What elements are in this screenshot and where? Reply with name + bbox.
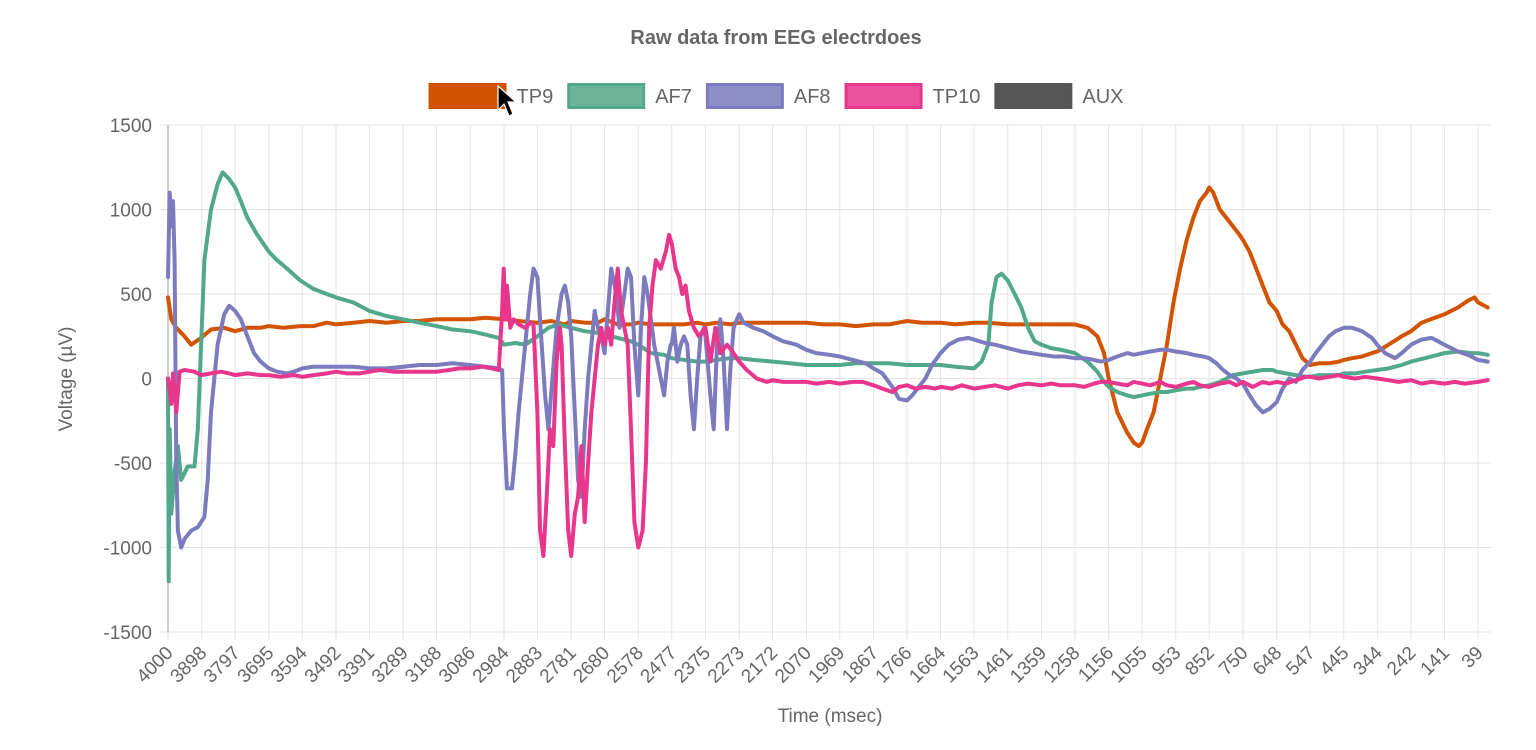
mouse-cursor-icon — [497, 84, 518, 117]
x-tick-label: 1156 — [1074, 643, 1118, 687]
y-tick-label: -1500 — [103, 623, 152, 644]
x-tick-label: 648 — [1249, 643, 1286, 680]
legend-item-tp9[interactable]: TP9 — [428, 83, 554, 109]
legend-swatch — [844, 83, 923, 109]
series-line-af8 — [166, 190, 1490, 550]
x-tick-label: 2578 — [603, 643, 648, 688]
x-tick-label: 2375 — [670, 643, 715, 688]
legend-swatch — [705, 83, 784, 109]
y-tick-label: 500 — [120, 285, 152, 306]
chart-title: Raw data from EEG electrdoes — [630, 27, 921, 49]
x-tick-label: 1969 — [805, 643, 850, 688]
x-tick-label: 547 — [1282, 643, 1319, 680]
legend-label: AUX — [1082, 86, 1123, 108]
x-tick-label: 1258 — [1040, 643, 1085, 688]
x-tick-label: 1766 — [872, 643, 917, 688]
x-tick-label: 3289 — [368, 643, 413, 688]
x-tick-label: 1055 — [1107, 643, 1152, 688]
x-tick-label: 1461 — [973, 643, 1018, 688]
y-tick-label: -1000 — [103, 539, 152, 560]
x-tick-label: 3594 — [267, 642, 312, 687]
legend-label: TP9 — [517, 86, 554, 108]
x-tick-label: 3188 — [401, 643, 446, 688]
x-tick-label: 1867 — [838, 643, 883, 688]
x-tick-label: 2680 — [569, 643, 614, 688]
legend-label: AF8 — [794, 86, 831, 108]
x-tick-label: 4000 — [133, 643, 178, 688]
x-tick-label: 1664 — [905, 642, 950, 687]
legend-swatch — [994, 83, 1073, 109]
y-axis: 1500 1000 500 0 -500 -1000 -1500 — [103, 116, 152, 644]
legend-swatch — [567, 83, 646, 109]
x-tick-label: 1359 — [1006, 643, 1051, 688]
legend-item-af7[interactable]: AF7 — [567, 83, 692, 109]
x-tick-label: 141 — [1417, 643, 1454, 680]
y-tick-label: 0 — [141, 370, 152, 391]
chart-grid — [160, 124, 1491, 640]
x-tick-label: 3695 — [234, 643, 279, 688]
x-tick-label: 3086 — [435, 643, 480, 688]
legend-item-aux[interactable]: AUX — [994, 83, 1124, 109]
y-axis-title: Voltage (µV) — [56, 327, 77, 432]
x-tick-label: 2477 — [637, 643, 682, 688]
x-tick-label: 2172 — [737, 643, 782, 688]
x-tick-label: 2984 — [469, 642, 514, 687]
x-tick-label: 2070 — [771, 643, 816, 688]
legend-label: AF7 — [655, 86, 692, 108]
legend-swatch — [428, 83, 507, 109]
legend-item-tp10[interactable]: TP10 — [844, 83, 981, 109]
x-tick-label: 953 — [1148, 643, 1185, 680]
x-tick-label: 39 — [1458, 643, 1488, 673]
x-axis: 4000389837973695359434923391328931883086… — [133, 642, 1488, 687]
x-tick-label: 2273 — [704, 643, 749, 688]
x-tick-label: 242 — [1383, 643, 1420, 680]
chart-legend: TP9 AF7 AF8 TP10 AUX — [428, 83, 1124, 109]
series-line-tp9 — [166, 185, 1490, 449]
legend-label: TP10 — [933, 86, 981, 108]
legend-item-af8[interactable]: AF8 — [705, 83, 831, 109]
x-tick-label: 1563 — [939, 643, 984, 688]
series-lines — [166, 170, 1490, 584]
x-tick-label: 3492 — [301, 643, 346, 688]
x-tick-label: 344 — [1349, 642, 1387, 680]
x-tick-label: 3391 — [334, 643, 379, 688]
y-tick-label: -500 — [114, 454, 152, 475]
x-tick-label: 750 — [1215, 643, 1252, 680]
x-tick-label: 3898 — [167, 643, 212, 688]
y-tick-label: 1500 — [110, 116, 152, 137]
x-axis-title: Time (msec) — [778, 706, 883, 727]
x-tick-label: 2883 — [502, 643, 547, 688]
x-tick-label: 2781 — [536, 643, 581, 688]
x-tick-label: 852 — [1181, 643, 1218, 680]
series-line-tp10 — [166, 232, 1490, 558]
y-tick-label: 1000 — [110, 201, 152, 222]
x-tick-label: 3797 — [200, 643, 245, 688]
x-tick-label: 445 — [1316, 643, 1353, 680]
